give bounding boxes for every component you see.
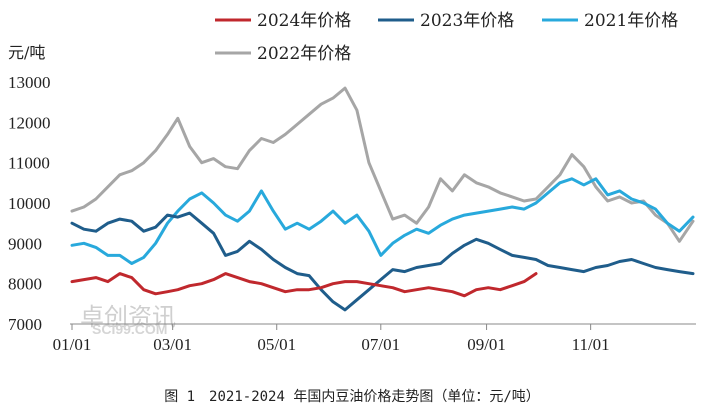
series-line-2023年价格 (70, 211, 695, 312)
legend-label: 2023年价格 (420, 11, 514, 31)
y-tick-label: 10000 (8, 194, 51, 213)
legend: 2024年价格 2023年价格 2021年价格 2022年价格 (215, 11, 678, 64)
y-tick-label: 12000 (8, 113, 51, 132)
x-tick-label: 07/01 (361, 335, 400, 354)
legend-label: 2024年价格 (257, 11, 351, 31)
y-axis-ticks: 7000 8000 9000 10000 11000 12000 13000 (8, 73, 51, 334)
y-tick-label: 11000 (8, 154, 50, 173)
y-tick-label: 7000 (8, 315, 42, 334)
watermark-en: SCI99.COM (92, 321, 167, 337)
series-line-2024年价格 (70, 272, 538, 298)
watermark: 卓创资讯 SCI99.COM (80, 303, 176, 337)
unit-label: 元/吨 (8, 43, 45, 62)
x-tick-label: 09/01 (467, 335, 506, 354)
watermark-cn: 卓创资讯 (80, 303, 176, 331)
y-tick-label: 13000 (8, 73, 51, 92)
price-chart: 卓创资讯 SCI99.COM 元/吨 7000 8000 9000 10000 1100… (8, 11, 696, 354)
x-tick-label: 01/01 (53, 335, 92, 354)
figure-caption: 图 1 2021-2024 年国内豆油价格走势图（单位：元/吨） (164, 389, 540, 405)
x-tick-label: 03/01 (153, 335, 192, 354)
legend-label: 2021年价格 (584, 11, 678, 31)
y-tick-label: 9000 (8, 234, 42, 253)
legend-label: 2022年价格 (257, 44, 351, 64)
y-tick-label: 8000 (8, 275, 42, 294)
series-lines (70, 86, 695, 312)
x-tick-label: 05/01 (257, 335, 296, 354)
series-line-2022年价格 (70, 86, 695, 243)
x-tick-label: 11/01 (572, 335, 610, 354)
x-axis-ticks: 01/01 03/01 05/01 07/01 09/01 11/01 (53, 324, 610, 354)
